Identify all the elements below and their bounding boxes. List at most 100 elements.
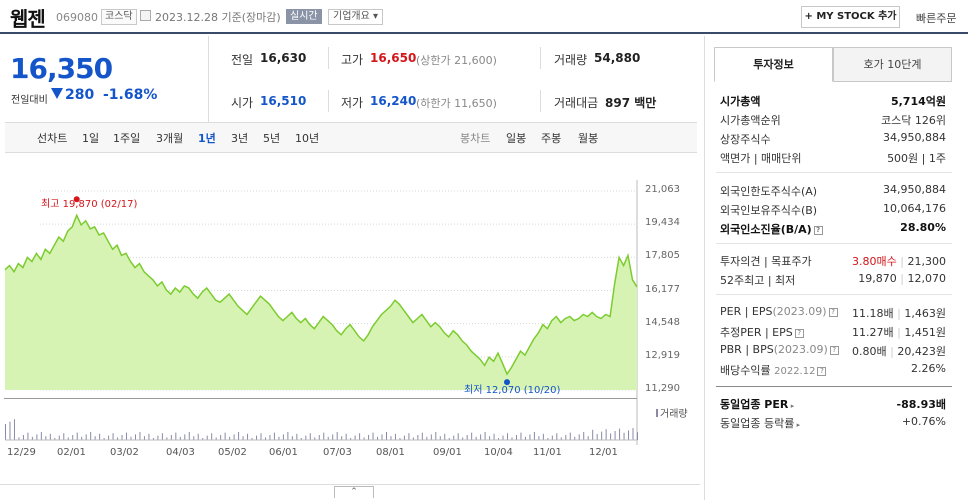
- volume-bar: [551, 435, 553, 440]
- tab-invest-info[interactable]: 투자정보: [714, 47, 833, 82]
- tab-5y[interactable]: 5년: [263, 132, 281, 145]
- rank-value: 코스닥 126위: [881, 114, 946, 127]
- foreign-ratio-row: 외국인소진율(B/A)?: [720, 221, 823, 237]
- tab-10y[interactable]: 10년: [295, 132, 320, 145]
- market-badge: 코스닥: [101, 9, 137, 25]
- volume-bar: [350, 438, 352, 440]
- volume-bar: [359, 433, 361, 440]
- ind-per-label: 동일업종 PER: [720, 398, 789, 411]
- volume-bar: [305, 435, 307, 440]
- ind-per-row[interactable]: 동일업종 PER ▸: [720, 396, 794, 412]
- ind-rate-value: +0.76%: [901, 415, 946, 428]
- tab-3m[interactable]: 3개월: [156, 132, 184, 145]
- low-value: 16,240: [370, 94, 417, 108]
- x-tick-label: 08/01: [376, 447, 405, 458]
- quick-order-button[interactable]: 빠른주문: [916, 12, 957, 25]
- help-icon[interactable]: ?: [817, 367, 827, 376]
- volume-bar: [45, 436, 47, 440]
- volume-bar: [614, 431, 616, 440]
- volume-bar: [202, 438, 204, 440]
- volume-bar: [368, 435, 370, 440]
- volume-bar: [40, 432, 42, 440]
- volume-bar: [538, 436, 540, 440]
- volume-bar: [417, 435, 419, 440]
- volume-bar: [139, 432, 141, 440]
- volume-bar: [403, 435, 405, 440]
- high-marker: [73, 196, 80, 203]
- est-per-label: 추정PER | EPS: [720, 326, 793, 339]
- volume-bar: [498, 438, 500, 440]
- y-tick-label: 19,434: [645, 217, 680, 229]
- price-line: [4, 213, 638, 376]
- volume-bar: [345, 433, 347, 440]
- y-tick-label: 17,805: [645, 250, 680, 262]
- volume-legend-label: 거래량: [660, 409, 688, 420]
- volume-bar: [578, 434, 580, 440]
- volume-bar: [130, 436, 132, 440]
- help-icon[interactable]: ?: [829, 346, 839, 355]
- company-info-select[interactable]: 기업개요 ▾: [328, 9, 384, 25]
- market-cap-value: 5,714억원: [890, 95, 946, 108]
- volume-bar: [9, 421, 11, 440]
- market-cap-label: 시가총액: [720, 95, 761, 108]
- volume-bar: [327, 436, 329, 440]
- high-annotation: 최고 19,870 (02/17): [41, 199, 138, 210]
- pbr-period: (2023.09): [773, 343, 828, 356]
- help-icon[interactable]: ?: [813, 226, 823, 235]
- tab-monthly[interactable]: 월봉: [578, 132, 599, 145]
- volume-bar: [22, 435, 24, 440]
- tab-1d[interactable]: 1일: [82, 132, 100, 145]
- volume-bar: [529, 434, 531, 440]
- line-chart-label: 선차트: [37, 132, 68, 145]
- tab-1y[interactable]: 1년: [198, 132, 216, 145]
- volume-bar: [229, 436, 231, 440]
- volume-bar: [309, 433, 311, 440]
- divider: [328, 47, 329, 69]
- volume-bar: [31, 436, 33, 440]
- tab-daily[interactable]: 일봉: [506, 132, 527, 145]
- volume-bar: [72, 435, 74, 440]
- volume-bar: [300, 438, 302, 440]
- price-chart[interactable]: [0, 155, 700, 467]
- volume-bar: [161, 433, 163, 440]
- volume-bar: [412, 437, 414, 440]
- volume-bar: [27, 432, 29, 440]
- foreign-ratio-value: 28.80%: [900, 221, 946, 234]
- help-icon[interactable]: ?: [828, 308, 838, 317]
- div-label: 배당수익률: [720, 364, 771, 377]
- divider: [716, 243, 952, 244]
- volume-bar: [184, 434, 186, 440]
- tab-3y[interactable]: 3년: [231, 132, 249, 145]
- volume-bar: [628, 430, 630, 440]
- add-my-stock-button[interactable]: + MY STOCK 추가: [801, 6, 900, 28]
- realtime-button[interactable]: 실시간: [286, 9, 322, 24]
- ind-rate-row[interactable]: 동일업종 등락률 ▸: [720, 415, 800, 431]
- expand-chart-button[interactable]: ⌃: [334, 486, 374, 498]
- help-icon[interactable]: ?: [794, 329, 804, 338]
- volume-bar: [238, 432, 240, 440]
- upper-limit: (상한가 21,600): [416, 54, 497, 67]
- volume-bar: [444, 433, 446, 440]
- tab-orderbook[interactable]: 호가 10단계: [833, 47, 952, 82]
- high-value: 16,650: [370, 51, 417, 65]
- volume-bar: [453, 435, 455, 440]
- volume-bar: [296, 433, 298, 440]
- per-label-row: PER | EPS(2023.09)?: [720, 305, 838, 318]
- tab-1w[interactable]: 1주일: [113, 132, 141, 145]
- volume-bar: [399, 438, 401, 440]
- div-period: 2022.12: [774, 366, 816, 377]
- volume-bar: [385, 432, 387, 440]
- volume-bar: [188, 432, 190, 440]
- open-value: 16,510: [260, 94, 307, 108]
- y-tick-label: 11,290: [645, 383, 680, 394]
- volume-bar: [18, 437, 20, 440]
- volume-bar: [215, 437, 217, 440]
- volume-bar: [632, 428, 634, 440]
- volume-bar: [193, 436, 195, 440]
- x-tick-label: 07/03: [323, 447, 352, 458]
- stock-code: 069080: [56, 11, 98, 24]
- volume-bar: [152, 438, 154, 440]
- divider: [540, 47, 541, 69]
- tab-weekly[interactable]: 주봉: [541, 132, 562, 145]
- volume-bar: [76, 432, 78, 440]
